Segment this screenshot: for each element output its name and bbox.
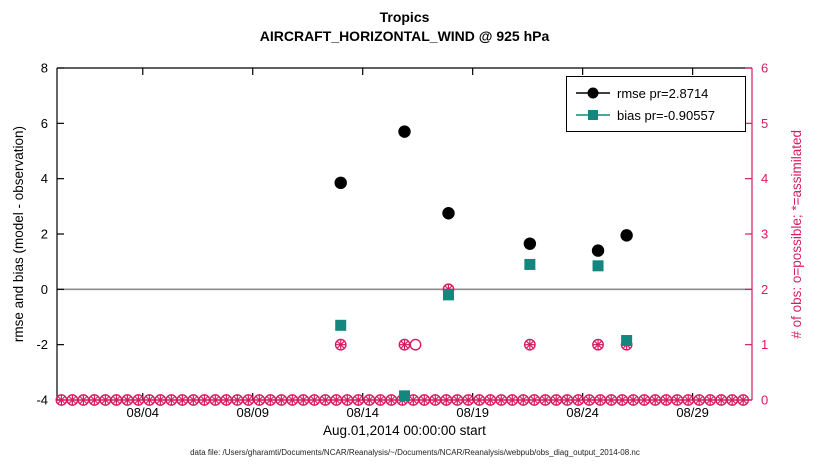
legend-item-bias: bias pr=-0.90557 <box>575 104 737 126</box>
svg-text:4: 4 <box>761 171 768 186</box>
right-axis-label-text: # of obs: o=possible; *=assimilated <box>788 129 804 339</box>
svg-text:0: 0 <box>41 282 48 297</box>
left-axis-label-text: rmse and bias (model - observation) <box>10 125 26 343</box>
possible-series <box>334 283 633 351</box>
svg-text:08/19: 08/19 <box>456 405 489 420</box>
bias-line-marker-icon <box>576 110 610 120</box>
data-file-caption: data file: /Users/gharamti/Documents/NCA… <box>190 448 640 457</box>
legend-label-rmse: rmse pr=2.8714 <box>617 85 709 101</box>
svg-text:08/09: 08/09 <box>236 405 269 420</box>
assimilated-series <box>336 284 632 350</box>
legend-item-rmse: rmse pr=2.8714 <box>575 82 737 104</box>
x-axis-label: Aug.01,2014 00:00:00 start <box>323 423 486 438</box>
legend: rmse pr=2.8714 bias pr=-0.90557 <box>566 76 746 132</box>
svg-text:08/04: 08/04 <box>127 405 160 420</box>
svg-text:1: 1 <box>761 337 768 352</box>
svg-text:-2: -2 <box>36 337 48 352</box>
svg-text:3: 3 <box>761 227 768 242</box>
svg-text:08/29: 08/29 <box>676 405 709 420</box>
left-axis-ticks: 8 6 4 2 0 -2 -4 <box>36 61 64 408</box>
legend-label-bias: bias pr=-0.90557 <box>617 107 715 123</box>
svg-text:2: 2 <box>761 282 768 297</box>
rmse-line-marker-icon <box>576 87 610 99</box>
svg-text:8: 8 <box>41 61 48 76</box>
left-axis-label: rmse and bias (model - observation) <box>8 68 28 400</box>
svg-text:4: 4 <box>41 171 48 186</box>
svg-text:6: 6 <box>761 61 768 76</box>
svg-text:6: 6 <box>41 116 48 131</box>
title-region: Tropics <box>379 9 430 25</box>
svg-text:0: 0 <box>761 393 768 408</box>
title-variable: AIRCRAFT_HORIZONTAL_WIND @ 925 hPa <box>259 28 550 44</box>
svg-text:08/14: 08/14 <box>346 405 379 420</box>
svg-text:08/24: 08/24 <box>566 405 599 420</box>
chart-title: Tropics AIRCRAFT_HORIZONTAL_WIND @ 925 h… <box>57 8 752 46</box>
right-axis-label: # of obs: o=possible; *=assimilated <box>786 68 806 400</box>
svg-text:2: 2 <box>41 227 48 242</box>
bias-series <box>335 258 633 402</box>
obs-baseline-markers <box>55 394 750 406</box>
svg-text:5: 5 <box>761 116 768 131</box>
right-axis-ticks: 6 5 4 3 2 1 0 <box>745 61 768 408</box>
svg-text:-4: -4 <box>36 393 48 408</box>
rmse-series <box>334 125 633 257</box>
